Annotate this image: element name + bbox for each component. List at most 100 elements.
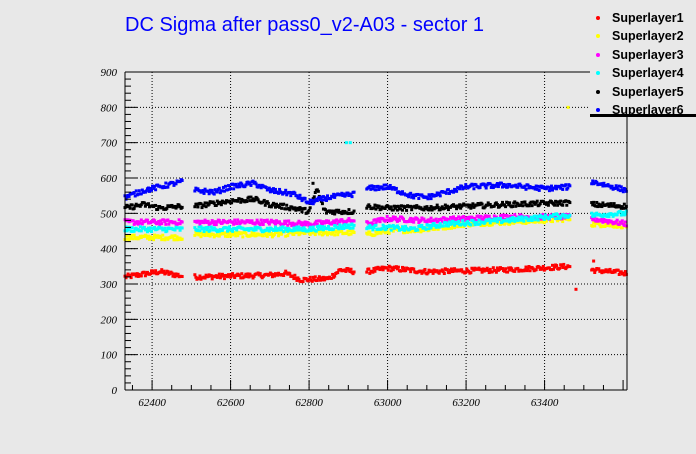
data-point-sl2 (335, 229, 339, 233)
data-point-sl5 (527, 204, 531, 208)
data-point-sl1 (312, 278, 316, 282)
data-point-sl2 (459, 225, 463, 229)
data-point-sl3 (140, 222, 144, 226)
data-point-sl5 (218, 200, 222, 204)
data-point-sl3 (341, 219, 345, 223)
data-point-sl3 (503, 214, 507, 218)
data-point-sl4 (368, 223, 372, 227)
data-point-sl3 (145, 218, 149, 222)
data-point-sl5 (485, 203, 489, 207)
data-point-sl6 (339, 193, 343, 197)
data-point-sl6 (164, 181, 168, 185)
data-point-sl6 (437, 191, 441, 195)
data-point-sl4 (201, 226, 205, 230)
data-point-sl4 (472, 220, 476, 224)
data-point-sl4 (134, 226, 138, 230)
data-point-sl3 (624, 224, 628, 228)
data-point-sl3 (126, 218, 130, 222)
data-point-sl1 (231, 272, 235, 276)
data-point-sl5 (558, 202, 562, 206)
data-point-sl6 (349, 193, 353, 197)
data-point-sl6 (267, 186, 271, 190)
data-point-sl6 (218, 191, 222, 195)
data-point-sl5 (313, 190, 317, 194)
data-point-sl6 (298, 193, 302, 197)
data-point-sl1 (503, 269, 507, 273)
data-point-sl1 (603, 269, 607, 273)
y-tick-label: 900 (101, 67, 118, 79)
data-point-sl3 (214, 223, 218, 227)
data-point-sl3 (131, 219, 135, 223)
data-point-sl4 (488, 221, 492, 225)
data-point-sl5 (346, 212, 350, 216)
data-point-sl4 (208, 228, 212, 232)
data-point-sl1 (251, 276, 255, 280)
data-point-sl1 (238, 273, 242, 277)
data-point-sl1 (540, 267, 544, 271)
data-point-sl5 (347, 208, 351, 212)
data-point-sl4 (441, 224, 445, 228)
data-point-sl1 (494, 270, 498, 274)
data-point-sl5 (299, 207, 303, 211)
data-point-sl4 (382, 224, 386, 228)
data-point-sl4 (310, 227, 314, 231)
data-point-sl5 (494, 201, 498, 205)
legend-entry: Superlayer1 (590, 8, 684, 27)
data-point-sl2 (325, 231, 329, 235)
legend-entry: Superlayer5 (590, 82, 684, 101)
data-point-sl3 (333, 221, 337, 225)
data-point-sl3 (198, 222, 202, 226)
data-point-sl6 (289, 194, 293, 198)
data-point-sl2 (173, 234, 177, 238)
data-point-sl3 (162, 218, 166, 222)
data-point-sl5 (394, 204, 398, 208)
data-point-sl6 (595, 180, 599, 184)
legend-marker-icon (596, 108, 600, 112)
data-point-sl2 (235, 231, 239, 235)
data-point-sl6 (331, 195, 335, 199)
data-point-sl4 (180, 226, 184, 230)
data-point-sl4 (517, 215, 521, 219)
data-point-sl1 (170, 271, 174, 275)
data-point-sl3 (215, 220, 219, 224)
data-point-sl1 (250, 274, 254, 278)
data-point-sl4 (332, 227, 336, 231)
data-point-sl1 (297, 277, 301, 281)
data-point-sl6 (495, 182, 499, 186)
data-point-sl6 (619, 185, 623, 189)
data-point-sl5 (272, 202, 276, 206)
data-point-sl2 (319, 230, 323, 234)
data-point-sl4 (453, 223, 457, 227)
data-point-sl6 (249, 183, 253, 187)
data-point-sl4 (567, 215, 571, 219)
data-point-sl5 (251, 197, 255, 201)
data-point-sl2 (197, 233, 201, 237)
data-point-sl4 (457, 220, 461, 224)
data-point-sl1 (228, 273, 232, 277)
data-point-sl1 (568, 265, 572, 269)
data-point-sl3 (265, 218, 269, 222)
legend-entry: Superlayer2 (590, 27, 684, 46)
legend-marker-icon (596, 89, 600, 94)
data-point-sl5 (282, 202, 286, 206)
data-point-sl1 (460, 268, 464, 272)
data-point-sl2 (379, 231, 383, 235)
data-point-sl6 (616, 188, 620, 192)
data-point-sl6 (452, 190, 456, 194)
data-point-sl6 (601, 184, 605, 188)
data-point-sl4 (623, 212, 627, 216)
data-point-sl5 (128, 206, 132, 210)
data-point-sl1 (611, 270, 615, 274)
data-point-sl4 (444, 224, 448, 228)
data-point-sl1 (617, 272, 621, 276)
data-point-sl6 (532, 186, 536, 190)
data-point-sl5 (228, 199, 232, 203)
data-point-sl5 (284, 207, 288, 211)
data-point-sl1 (395, 267, 399, 271)
data-point-sl5 (377, 204, 381, 208)
data-point-sl5 (470, 204, 474, 208)
data-point-sl4 (516, 218, 520, 222)
data-point-sl6 (318, 198, 322, 202)
data-point-sl3 (408, 218, 412, 222)
data-point-sl2 (131, 237, 135, 241)
